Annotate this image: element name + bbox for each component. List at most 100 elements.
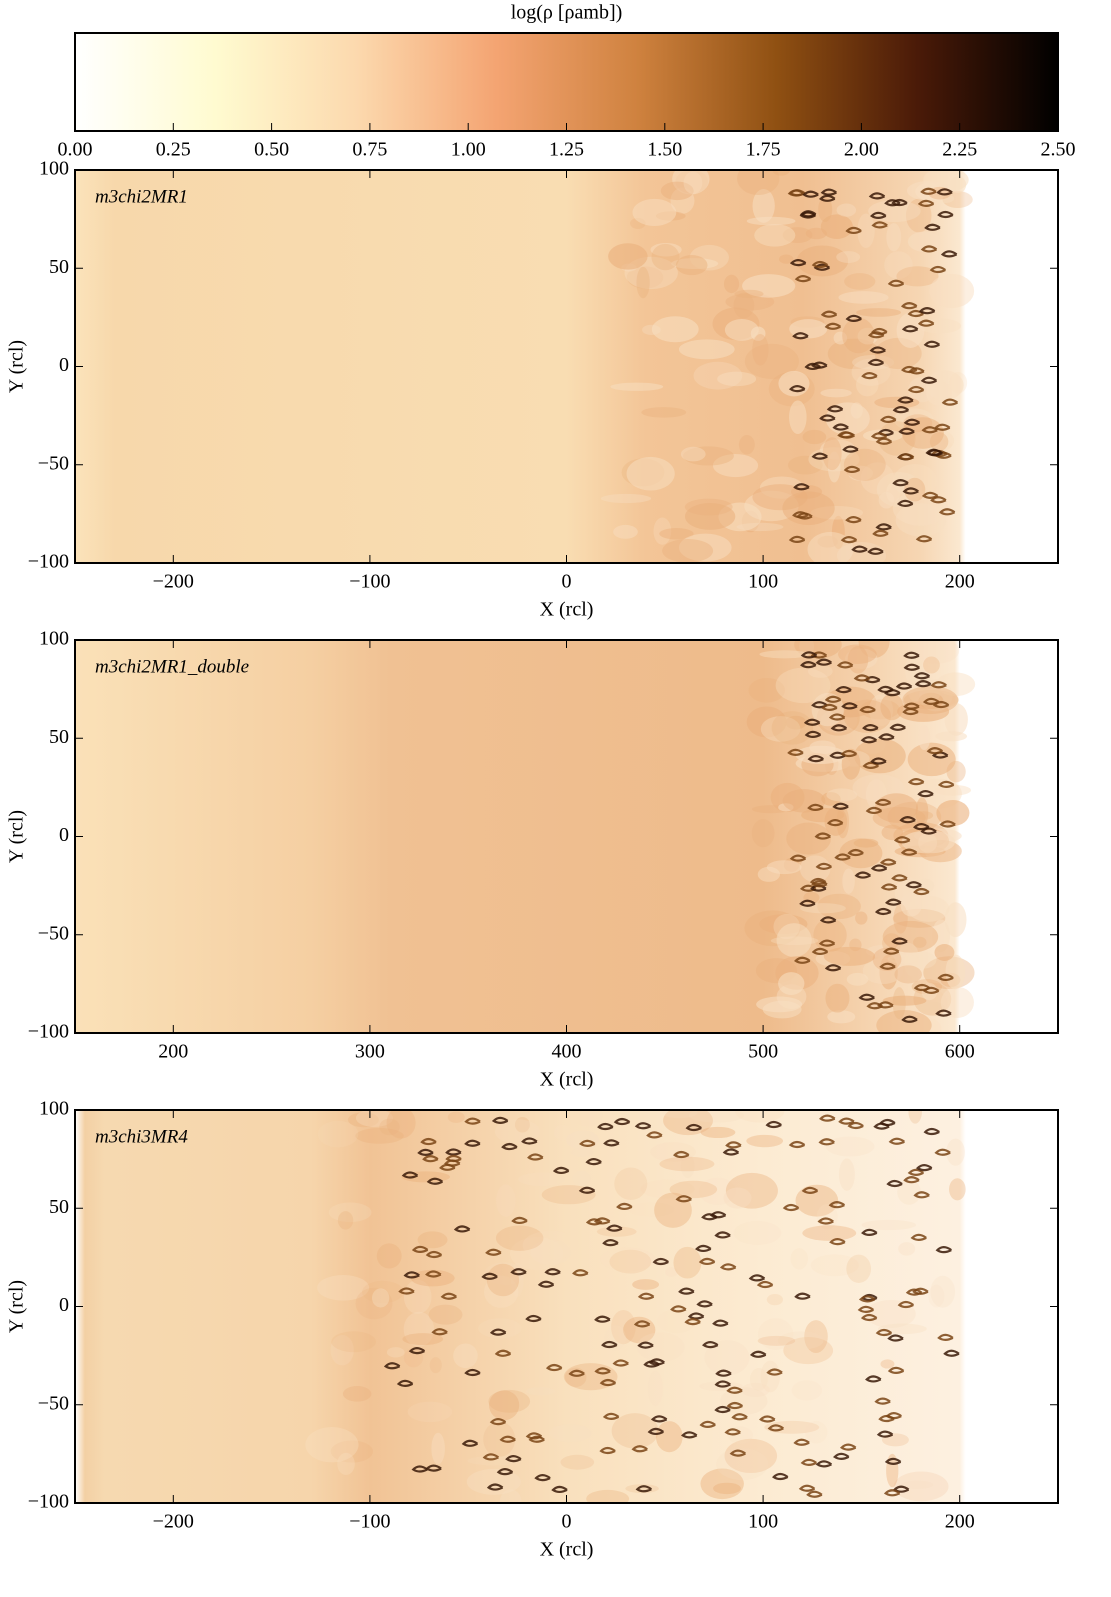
turbulence [626, 266, 664, 289]
cloudlet [889, 723, 906, 731]
turbulence [734, 289, 764, 299]
turbulence [893, 942, 919, 968]
turbulence [654, 1192, 692, 1228]
x-tick-label: 2.00 [844, 139, 879, 161]
cloudlet [814, 832, 831, 840]
turbulence [659, 528, 694, 540]
cloudlet [931, 751, 949, 759]
turbulence [949, 1178, 966, 1201]
x-axis-label: X (rcl) [540, 599, 594, 621]
cloudlet [897, 1300, 915, 1309]
turbulence [554, 1124, 571, 1141]
cloudlet [788, 1140, 806, 1149]
turbulence [518, 1172, 566, 1187]
turbulence [376, 1243, 402, 1269]
turbulence [844, 648, 878, 669]
cloudlet [802, 190, 819, 198]
turbulence [936, 799, 970, 827]
cloudlet [431, 1328, 448, 1336]
y-tick-label: −100 [28, 551, 69, 573]
turbulence [759, 650, 810, 659]
turbulence [923, 656, 940, 674]
cloudlet [511, 1216, 528, 1225]
cloudlet [818, 939, 836, 947]
cloudlet [634, 1122, 652, 1130]
cloudlet [804, 730, 822, 738]
turbulence [410, 1269, 455, 1287]
turbulence [783, 1336, 834, 1365]
turbulence [675, 255, 708, 276]
cloudlet [750, 1350, 767, 1358]
turbulence [716, 1448, 769, 1481]
turbulence [838, 291, 889, 304]
cloudlet [481, 1272, 498, 1280]
cloudlet [643, 1360, 660, 1368]
cloudlet [819, 1114, 836, 1122]
turbulence [785, 715, 807, 730]
cloudlet [652, 1257, 669, 1266]
turbulence [820, 388, 852, 398]
turbulence [447, 1111, 465, 1123]
cloudlet [525, 1432, 543, 1440]
cloudlet [867, 331, 885, 339]
cloudlet [811, 947, 829, 956]
cloudlet [505, 1455, 522, 1463]
turbulence [896, 266, 939, 287]
turbulence [636, 1332, 685, 1362]
turbulence [678, 533, 732, 562]
cloudlet [525, 1314, 542, 1323]
turbulence [855, 911, 868, 925]
x-tick-label: 0 [562, 1511, 572, 1533]
cloudlet [887, 1366, 905, 1375]
cloudlet [701, 1341, 719, 1349]
cloudlet [940, 250, 958, 258]
cloudlet [860, 736, 878, 744]
turbulence [931, 919, 950, 953]
cloudlet [926, 449, 943, 457]
cloudlet [858, 1295, 876, 1303]
turbulence [596, 1226, 637, 1237]
turbulence [778, 972, 805, 995]
turbulence [330, 1440, 374, 1463]
cloudlet [687, 1312, 705, 1320]
cloudlet [613, 1117, 631, 1126]
x-tick-label: 200 [945, 1511, 975, 1533]
cloudlet [870, 757, 887, 765]
y-axis-label: Y (rcl) [6, 340, 28, 393]
cloudlet [840, 535, 858, 544]
cloudlet [411, 1465, 428, 1473]
cloudlet [715, 1369, 732, 1377]
cloudlet [788, 189, 806, 197]
cloudlet [714, 1380, 731, 1388]
turbulence [929, 273, 975, 309]
cloudlet [818, 1138, 835, 1146]
turbulence [878, 491, 895, 509]
turbulence [661, 1110, 698, 1119]
turbulence [371, 1288, 390, 1308]
cloudlet [913, 887, 930, 896]
turbulence [653, 517, 672, 545]
turbulence [746, 216, 796, 226]
turbulence [853, 838, 879, 848]
turbulence [843, 448, 886, 481]
turbulence [495, 1225, 544, 1251]
cloudlet [417, 1148, 434, 1156]
y-axis-label: Y (rcl) [6, 1280, 28, 1333]
turbulence [930, 1275, 956, 1308]
turbulence [628, 1202, 675, 1217]
turbulence [549, 1424, 592, 1443]
cloudlet [875, 437, 893, 445]
turbulence [847, 646, 869, 674]
turbulence [762, 1000, 802, 1019]
turbulence [342, 1386, 372, 1402]
cloudlet [917, 199, 935, 207]
cloudlet [464, 1117, 481, 1125]
cloudlet [828, 713, 846, 721]
turbulence [860, 462, 895, 495]
y-tick-label: 0 [59, 354, 69, 376]
turbulence [514, 1117, 530, 1133]
cloudlet [815, 658, 833, 666]
x-tick-label: −200 [153, 1511, 194, 1533]
cloudlet [494, 1349, 512, 1357]
cloudlet [648, 1358, 665, 1366]
